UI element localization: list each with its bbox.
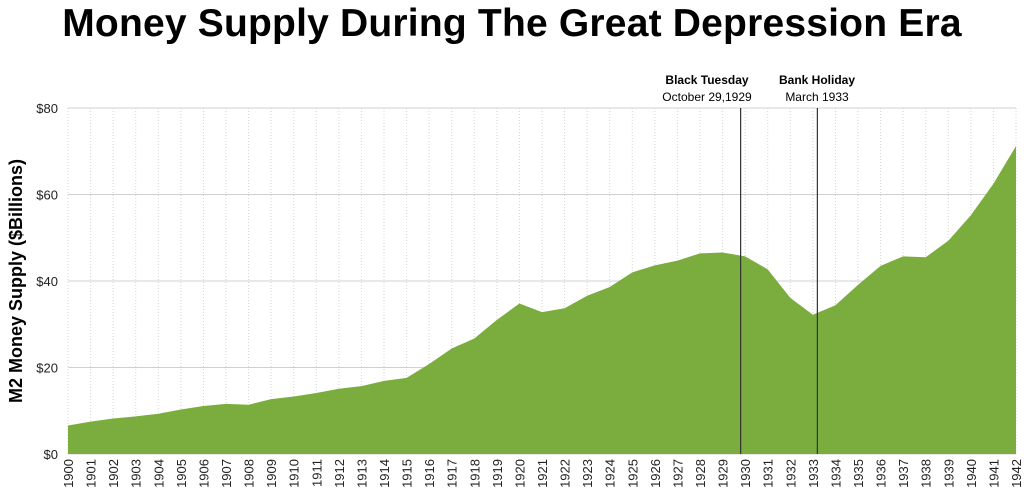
x-tick-label: 1932 xyxy=(783,459,798,488)
x-tick-label: 1905 xyxy=(174,459,189,488)
x-tick-label: 1901 xyxy=(84,459,99,488)
x-tick-label: 1915 xyxy=(400,459,415,488)
x-tick-label: 1920 xyxy=(512,459,527,488)
x-tick-label: 1917 xyxy=(445,459,460,488)
y-tick-labels: $0 $20 $40 $60 $80 xyxy=(36,101,58,462)
x-tick-label: 1903 xyxy=(129,459,144,488)
x-tick-label: 1929 xyxy=(716,459,731,488)
x-tick-label: 1900 xyxy=(61,459,76,488)
x-tick-label: 1907 xyxy=(219,459,234,488)
x-tick-label: 1908 xyxy=(242,459,257,488)
x-tick-label: 1919 xyxy=(490,459,505,488)
y-tick-label: $80 xyxy=(36,101,58,116)
y-axis-label: M2 Money Supply ($Billions) xyxy=(6,159,26,403)
x-tick-label: 1941 xyxy=(986,459,1001,488)
x-tick-label: 1926 xyxy=(648,459,663,488)
x-tick-label: 1902 xyxy=(106,459,121,488)
x-tick-label: 1925 xyxy=(625,459,640,488)
annotation-title: Bank Holiday xyxy=(779,73,855,87)
x-tick-label: 1928 xyxy=(693,459,708,488)
x-tick-label: 1904 xyxy=(151,459,166,488)
annotation-lines xyxy=(740,108,818,454)
money-supply-area xyxy=(68,146,1016,454)
x-tick-label: 1906 xyxy=(196,459,211,488)
x-tick-label: 1933 xyxy=(806,459,821,488)
y-tick-label: $60 xyxy=(36,188,58,203)
x-tick-label: 1909 xyxy=(264,459,279,488)
x-tick-label: 1939 xyxy=(941,459,956,488)
x-tick-label: 1935 xyxy=(851,459,866,488)
x-tick-label: 1911 xyxy=(309,459,324,487)
x-tick-label: 1914 xyxy=(377,459,392,488)
x-tick-label: 1912 xyxy=(332,459,347,488)
annotation-subtitle: October 29,1929 xyxy=(662,90,752,104)
y-tick-label: $40 xyxy=(36,274,58,289)
x-tick-label: 1921 xyxy=(535,459,550,488)
x-tick-label: 1922 xyxy=(558,459,573,488)
x-tick-label: 1924 xyxy=(603,459,618,488)
x-tick-label: 1927 xyxy=(670,459,685,488)
x-tick-label: 1940 xyxy=(964,459,979,488)
x-tick-label: 1942 xyxy=(1009,459,1024,488)
x-tick-label: 1913 xyxy=(354,459,369,488)
x-tick-label: 1931 xyxy=(761,459,776,488)
x-tick-label: 1923 xyxy=(580,459,595,488)
x-tick-label: 1937 xyxy=(896,459,911,488)
x-tick-labels: 1900 1901 1902 1903 1904 1905 1906 1907 1908 1909… xyxy=(61,459,1024,488)
x-tick-label: 1910 xyxy=(287,459,302,488)
x-tick-label: 1938 xyxy=(919,459,934,488)
x-tick-label: 1930 xyxy=(738,459,753,488)
x-tick-label: 1918 xyxy=(467,459,482,488)
x-tick-label: 1934 xyxy=(828,459,843,488)
y-tick-label: $20 xyxy=(36,361,58,376)
annotation-subtitle: March 1933 xyxy=(785,90,849,104)
x-tick-label: 1936 xyxy=(874,459,889,488)
chart-title: Money Supply During The Great Depression… xyxy=(62,2,962,45)
annotation-labels: Black Tuesday October 29,1929 Bank Holiday… xyxy=(662,73,855,104)
y-tick-label: $0 xyxy=(44,447,58,462)
x-tick-label: 1916 xyxy=(422,459,437,488)
annotation-title: Black Tuesday xyxy=(665,73,748,87)
